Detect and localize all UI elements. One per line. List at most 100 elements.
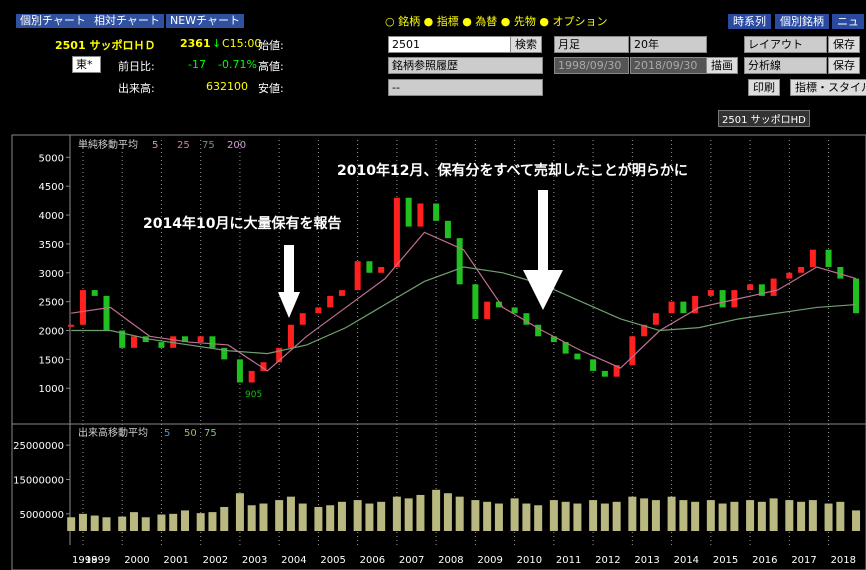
y-tick-label: 4000	[39, 211, 64, 222]
from-date[interactable]: 1998/09/30	[554, 57, 629, 74]
y-tick-label: 15000000	[13, 476, 64, 487]
y-tick-label: 1000	[39, 384, 64, 395]
pane-title: 出来高移動平均	[78, 426, 148, 439]
candle	[590, 359, 597, 371]
x-tick-label: 2018	[831, 555, 856, 566]
y-tick-label: 3000	[39, 269, 64, 280]
volume-bar	[757, 501, 766, 531]
volume-bar	[589, 500, 598, 531]
candle	[692, 295, 699, 314]
candle	[79, 290, 86, 325]
tab[interactable]: NEWチャート	[166, 14, 244, 28]
chart-label: 2501 サッポロHD	[718, 110, 810, 127]
code-input[interactable]: 2501	[388, 36, 511, 53]
y-tick-label: 1500	[39, 355, 64, 366]
button[interactable]: 個別銘柄	[775, 14, 829, 29]
history-select[interactable]: 銘柄参照履歴	[388, 57, 543, 74]
label: 前日比:	[118, 60, 155, 73]
market-select[interactable]: 東*	[72, 56, 101, 73]
draw-button[interactable]: 描画	[706, 57, 738, 74]
x-tick-label: 2002	[203, 555, 228, 566]
volume-bar	[746, 500, 755, 531]
candle	[236, 359, 243, 383]
candle	[444, 220, 451, 239]
button[interactable]: 時系列	[728, 14, 771, 29]
candle	[405, 197, 412, 227]
candle	[248, 370, 255, 383]
candle	[197, 336, 204, 343]
volume-bar	[169, 513, 178, 531]
x-tick-label: 2016	[752, 555, 777, 566]
span-select[interactable]: 20年	[630, 36, 707, 53]
candle	[786, 272, 793, 279]
button[interactable]: ニュ	[832, 14, 864, 29]
volume-bar	[141, 517, 150, 531]
period-select[interactable]: 月足	[554, 36, 629, 53]
radio-label: 為替	[475, 15, 498, 28]
y-tick-label: 2000	[39, 327, 64, 338]
save-button[interactable]: 保存	[828, 36, 860, 53]
select[interactable]: --	[388, 79, 543, 96]
candle	[825, 249, 832, 268]
volume-bar	[404, 498, 413, 531]
volume-bar	[797, 501, 806, 531]
candle	[472, 284, 479, 319]
volume-bar	[651, 500, 660, 531]
x-tick-label: 2008	[438, 555, 463, 566]
style-button[interactable]: 指標・スタイル	[790, 79, 866, 96]
candle	[511, 307, 518, 314]
label: 始値:	[258, 39, 284, 52]
radio[interactable]: ○ 銘柄 ● 指標 ● 為替 ● 先物 ● オプション	[385, 15, 608, 28]
search-button[interactable]: 検索	[510, 36, 542, 53]
x-tick-label: 2013	[634, 555, 659, 566]
change-pct: -0.71%	[218, 58, 257, 71]
volume-bar	[220, 506, 229, 531]
volume-bar	[78, 513, 87, 531]
y-tick-label: 5000000	[19, 510, 64, 521]
y-tick-label: 4500	[39, 182, 64, 193]
volume-bar	[730, 501, 739, 531]
volume-bar	[443, 493, 452, 531]
candle	[260, 362, 267, 371]
candle	[366, 261, 373, 273]
candle	[484, 301, 491, 319]
volume-bar	[691, 501, 700, 531]
legend-entry: 5	[152, 140, 158, 151]
analysis-select[interactable]: 分析線	[744, 57, 827, 74]
candle	[758, 284, 765, 296]
annotation: 2014年10月に大量保有を報告	[143, 215, 341, 232]
candle	[433, 203, 440, 221]
candle	[91, 290, 98, 296]
save-button[interactable]: 保存	[828, 57, 860, 74]
candle	[417, 203, 424, 227]
candle	[378, 267, 385, 273]
label: 安値:	[258, 82, 284, 95]
candle	[327, 295, 334, 308]
candle	[574, 353, 581, 360]
candle	[641, 324, 648, 337]
low-label: 905	[245, 390, 262, 400]
legend-entry: 75	[202, 140, 215, 151]
tab[interactable]: 相対チャート	[90, 14, 164, 28]
tab[interactable]: 個別チャート	[16, 14, 90, 28]
candle	[209, 336, 216, 348]
volume-bar	[600, 503, 609, 531]
volume-bar	[118, 516, 127, 531]
x-tick-label: 1998	[72, 555, 97, 566]
print-button[interactable]: 印刷	[748, 79, 780, 96]
volume-bar	[718, 503, 727, 531]
candle	[103, 295, 110, 331]
x-tick-label: 2009	[477, 555, 502, 566]
candle	[142, 336, 149, 343]
candle	[68, 324, 75, 327]
radio-label: 先物	[513, 15, 536, 28]
layout-select[interactable]: レイアウト	[744, 36, 827, 53]
x-tick-label: 2011	[556, 555, 581, 566]
candle	[770, 278, 777, 296]
y-tick-label: 3500	[39, 240, 64, 251]
x-tick-label: 2000	[124, 555, 149, 566]
candle	[315, 307, 322, 314]
annotation: 2010年12月、保有分をすべて売却したことが明らかに	[337, 162, 688, 179]
candle	[354, 261, 361, 291]
